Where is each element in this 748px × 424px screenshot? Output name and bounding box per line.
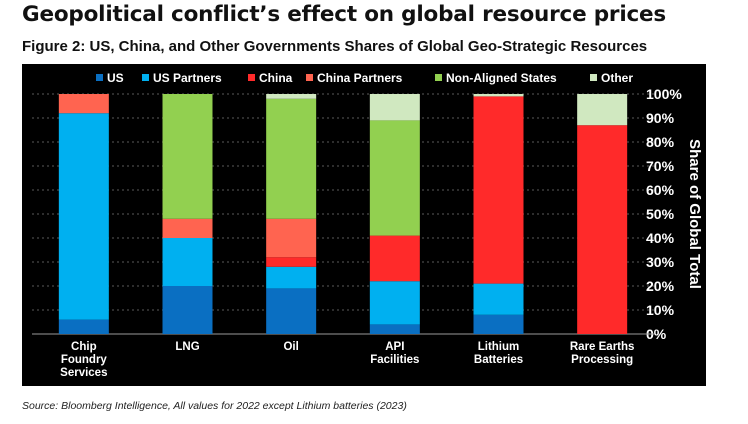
- legend-label: China: [259, 71, 293, 85]
- bar-segment-china: [369, 235, 420, 282]
- chart-panel: 0% 10% 20% 30% 40% 50% 60% 70% 80% 90% 100% Chip Fou…: [22, 64, 706, 386]
- bar-segment-china: [473, 96, 524, 284]
- y-tick-label: 70%: [646, 158, 675, 174]
- y-tick-label: 100%: [646, 86, 682, 102]
- bar-segment-other: [577, 94, 628, 126]
- source-note: Source: Bloomberg Intelligence, All valu…: [22, 400, 407, 412]
- x-tick-label: Chip: [71, 341, 97, 353]
- x-tick-label: Rare Earths: [570, 341, 635, 353]
- bar-segment-non-aligned-states: [162, 94, 213, 219]
- bar-segment-us: [162, 286, 213, 334]
- bar-segment-us-partners: [369, 281, 420, 325]
- bar-segment-us-partners: [58, 113, 109, 320]
- legend-label: Other: [601, 71, 633, 85]
- bar-segment-us-partners: [473, 283, 524, 315]
- bar-segment-china: [577, 125, 628, 334]
- bar-segment-china-partners: [266, 218, 317, 258]
- y-tick-label: 0%: [646, 326, 667, 342]
- x-tick-label: API: [385, 341, 404, 353]
- legend-swatch: [96, 74, 103, 81]
- legend-label: US: [107, 71, 124, 85]
- y-tick-label: 60%: [646, 182, 675, 198]
- bar-segment-other: [266, 94, 317, 99]
- bar-segment-us-partners: [266, 266, 317, 289]
- bar-segment-us: [266, 288, 317, 334]
- y-axis-title: Share of Global Total: [686, 139, 703, 289]
- bar-segment-us: [58, 319, 109, 334]
- x-tick-label: Facilities: [370, 354, 419, 366]
- bar-segment-us-partners: [162, 238, 213, 286]
- y-tick-label: 30%: [646, 254, 675, 270]
- legend-swatch: [306, 74, 313, 81]
- y-tick-label: 80%: [646, 134, 675, 150]
- bar-segment-us: [369, 324, 420, 334]
- bar-segment-china: [266, 257, 317, 267]
- x-tick-label: Processing: [571, 354, 633, 366]
- headline: Geopolitical conflict’s effect on global…: [22, 2, 667, 27]
- chart: 0% 10% 20% 30% 40% 50% 60% 70% 80% 90% 100% ChipFou…: [32, 71, 703, 379]
- bar-segment-other: [369, 94, 420, 121]
- y-tick-label: 50%: [646, 206, 675, 222]
- legend-label: US Partners: [153, 71, 222, 85]
- bar-segment-non-aligned-states: [369, 120, 420, 236]
- legend-label: China Partners: [317, 71, 403, 85]
- legend-swatch: [248, 74, 255, 81]
- bar-segment-china-partners: [58, 94, 109, 114]
- figure-title: Figure 2: US, China, and Other Governmen…: [22, 38, 648, 55]
- x-tick-label: Lithium: [478, 341, 520, 353]
- legend-swatch: [590, 74, 597, 81]
- bar-segment-other: [473, 94, 524, 97]
- legend-swatch: [435, 74, 442, 81]
- x-tick-label: Services: [60, 367, 107, 379]
- bar-segment-china-partners: [162, 218, 213, 238]
- y-tick-label: 40%: [646, 230, 675, 246]
- y-tick-label: 90%: [646, 110, 675, 126]
- x-tick-label: Oil: [283, 341, 298, 353]
- y-tick-label: 10%: [646, 302, 675, 318]
- legend-swatch: [142, 74, 149, 81]
- bar-segment-non-aligned-states: [266, 98, 317, 219]
- y-tick-label: 20%: [646, 278, 675, 294]
- x-tick-label: Foundry: [61, 354, 108, 366]
- legend-label: Non-Aligned States: [446, 71, 557, 85]
- bar-segment-us: [473, 314, 524, 334]
- x-tick-label: LNG: [175, 341, 199, 353]
- x-tick-label: Batteries: [474, 354, 523, 366]
